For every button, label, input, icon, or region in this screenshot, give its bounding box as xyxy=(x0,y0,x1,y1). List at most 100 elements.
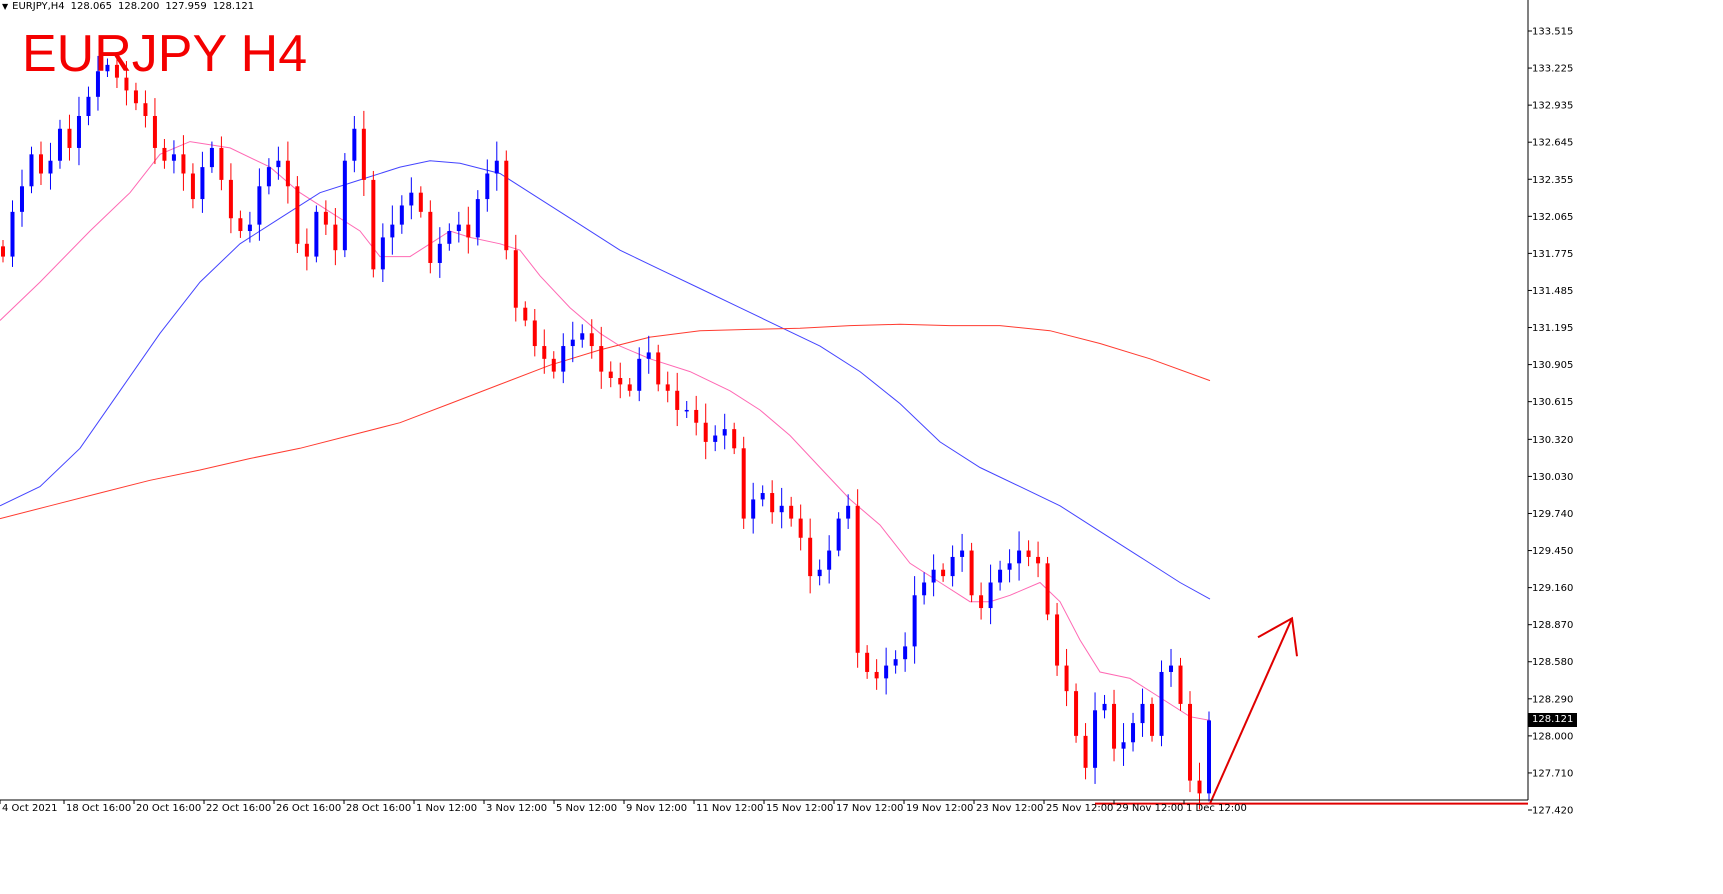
candle-bear-body xyxy=(656,352,661,385)
candle-bull-body xyxy=(1007,563,1012,570)
candle-bull-body xyxy=(1140,703,1145,724)
candle-bear-body xyxy=(627,384,632,391)
y-tick-label: 128.290 xyxy=(1532,694,1573,705)
x-tick-label: 23 Nov 12:00 xyxy=(976,803,1043,814)
y-tick-label: 132.355 xyxy=(1532,175,1573,186)
candle-bull-body xyxy=(342,160,347,251)
ma-slow-line xyxy=(0,323,1211,520)
candle-bull-body xyxy=(684,409,689,412)
x-tick-label: 28 Oct 16:00 xyxy=(346,803,411,814)
candle-bull-body xyxy=(931,569,936,583)
candle-bear-body xyxy=(333,224,338,251)
candle-bear-body xyxy=(608,371,613,379)
candle-bear-body xyxy=(162,147,167,161)
y-tick-label: 128.000 xyxy=(1532,731,1573,742)
candle-bear-body xyxy=(133,90,138,104)
dropdown-triangle-icon[interactable]: ▼ xyxy=(2,2,9,11)
candle-bull-body xyxy=(827,550,832,570)
candle-bull-body xyxy=(105,64,110,72)
candle-bear-body xyxy=(532,320,537,347)
candle-bear-body xyxy=(67,128,72,148)
y-tick-label: 130.030 xyxy=(1532,472,1573,483)
candle-bull-body xyxy=(314,211,319,257)
low-value: 127.959 xyxy=(165,1,207,12)
candle-bear-body xyxy=(523,307,528,321)
candle-bear-body xyxy=(855,505,860,653)
candle-bull-body xyxy=(29,154,34,187)
candle-bear-body xyxy=(865,652,870,672)
candle-bear-body xyxy=(542,346,547,359)
candle-bear-body xyxy=(1150,703,1155,736)
close-value: 128.121 xyxy=(212,1,255,12)
ma-fast-line xyxy=(0,141,1211,721)
candle-bear-body xyxy=(675,390,680,410)
y-tick-label: 128.870 xyxy=(1532,620,1573,631)
candle-bull-body xyxy=(1131,723,1136,743)
y-tick-label: 131.195 xyxy=(1532,323,1573,334)
candle-bull-body xyxy=(1102,703,1107,711)
candle-bull-body xyxy=(247,224,252,232)
candle-bear-body xyxy=(1055,614,1060,666)
candle-bull-body xyxy=(19,186,24,212)
candle-bear-body xyxy=(1,246,5,257)
candle-bull-body xyxy=(713,435,718,442)
candle-bull-body xyxy=(893,659,898,666)
y-tick-label: 133.515 xyxy=(1532,27,1573,38)
x-tick-label: 5 Nov 12:00 xyxy=(556,803,617,814)
y-tick-label: 129.450 xyxy=(1532,546,1573,557)
candle-bear-body xyxy=(1026,550,1031,557)
current-price-label: 128.121 xyxy=(1528,713,1578,728)
chart-title: EURJPY H4 xyxy=(22,25,308,83)
y-tick-label: 133.225 xyxy=(1532,64,1573,75)
x-tick-label: 3 Nov 12:00 xyxy=(486,803,547,814)
candle-bear-body xyxy=(1188,703,1193,781)
candle-bull-body xyxy=(276,160,281,168)
y-tick-label: 127.420 xyxy=(1532,806,1573,817)
candle-bear-body xyxy=(238,218,243,232)
x-tick-label: 4 Oct 2021 xyxy=(2,803,57,814)
y-tick-label: 131.775 xyxy=(1532,249,1573,260)
candle-bull-body xyxy=(76,115,81,148)
candle-bear-body xyxy=(428,211,433,263)
candle-bull-body xyxy=(209,147,214,168)
candle-bull-body xyxy=(485,173,490,200)
candle-bear-body xyxy=(589,333,594,347)
candle-bear-body xyxy=(1074,691,1079,736)
candle-bear-body xyxy=(304,243,309,257)
y-tick-label: 130.320 xyxy=(1532,435,1573,446)
candle-bull-body xyxy=(352,128,357,161)
x-tick-label: 19 Nov 12:00 xyxy=(906,803,973,814)
candle-bull-body xyxy=(988,582,993,609)
candle-bear-body xyxy=(1083,735,1088,768)
candle-bull-body xyxy=(399,205,404,225)
candle-bear-body xyxy=(504,160,509,251)
candle-bull-body xyxy=(912,595,917,647)
candle-bear-body xyxy=(741,448,746,519)
candle-bear-body xyxy=(38,154,43,174)
symbol-label: EURJPY,H4 xyxy=(12,1,65,12)
candle-bear-body xyxy=(1064,665,1069,692)
candle-bull-body xyxy=(48,160,53,174)
candle-bull-body xyxy=(437,243,442,263)
y-tick-label: 129.740 xyxy=(1532,509,1573,520)
candle-bear-body xyxy=(1036,556,1041,564)
x-tick-label: 18 Oct 16:00 xyxy=(66,803,131,814)
x-tick-label: 29 Nov 12:00 xyxy=(1116,803,1183,814)
candle-bull-body xyxy=(751,499,756,519)
x-tick-label: 20 Oct 16:00 xyxy=(136,803,201,814)
candle-bear-body xyxy=(1178,665,1183,704)
ma-mid-line xyxy=(0,160,1211,600)
candle-bear-body xyxy=(1045,563,1050,615)
candle-bear-body xyxy=(361,128,366,180)
candle-bear-body xyxy=(665,384,670,391)
candle-bull-body xyxy=(171,154,176,161)
candle-bear-body xyxy=(513,250,518,308)
x-tick-label: 1 Dec 12:00 xyxy=(1186,803,1247,814)
candle-bull-body xyxy=(884,665,889,679)
x-tick-label: 11 Nov 12:00 xyxy=(696,803,763,814)
candle-bull-body xyxy=(903,646,908,660)
candle-bear-body xyxy=(143,103,148,116)
x-tick-label: 15 Nov 12:00 xyxy=(766,803,833,814)
open-value: 128.065 xyxy=(70,1,113,12)
candle-bull-body xyxy=(580,333,585,340)
